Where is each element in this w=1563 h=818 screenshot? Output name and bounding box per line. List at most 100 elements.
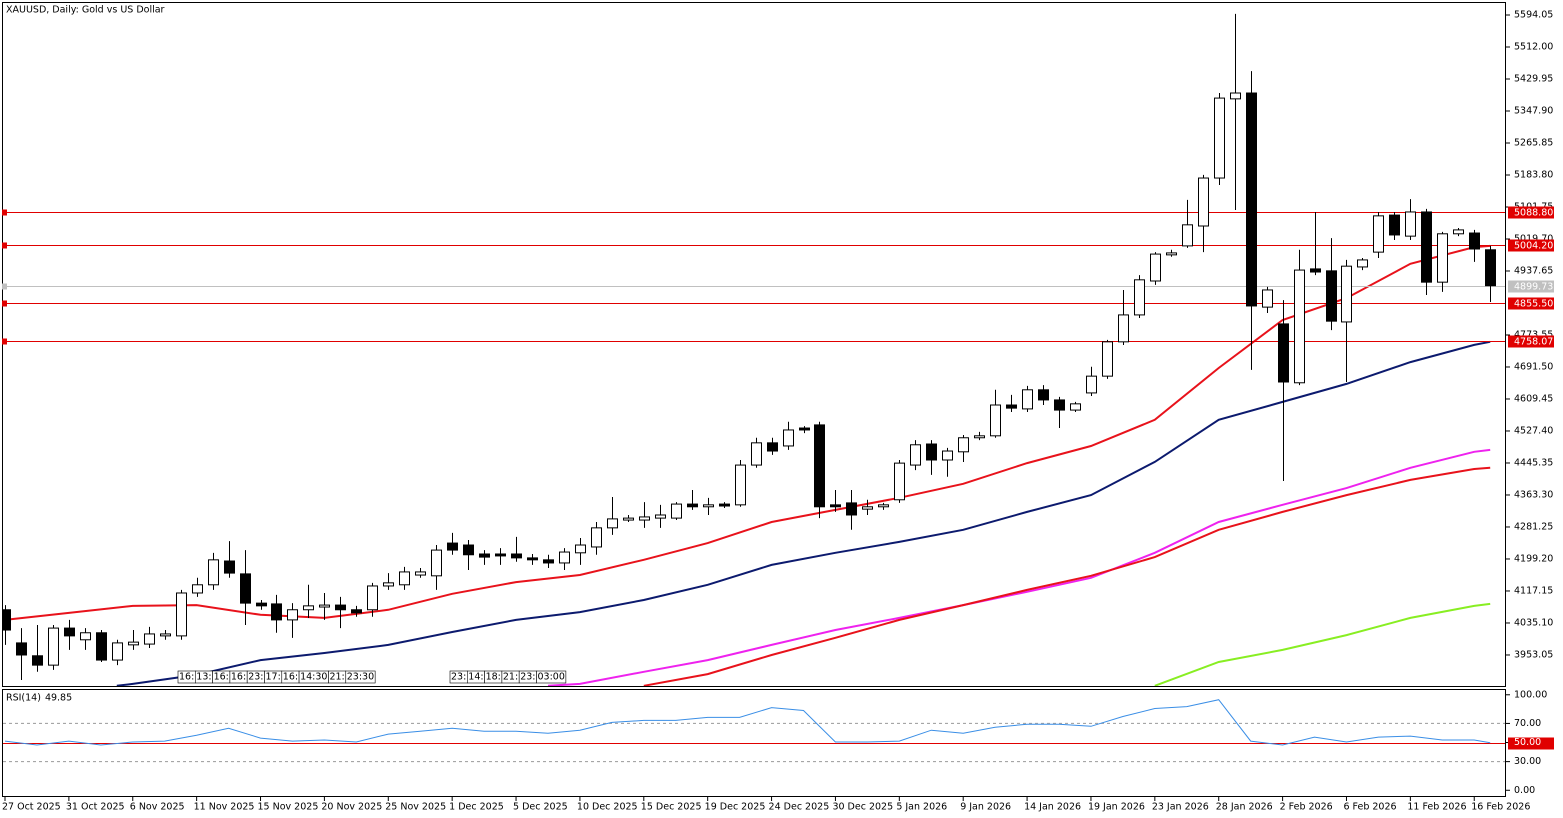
candle-body [16,642,27,656]
x-tick-label: 11 Feb 2026 [1407,802,1466,813]
candle-body [1294,269,1305,384]
candle-body [894,462,905,501]
candle-body [735,464,746,506]
moving-average [547,448,1491,686]
candle-body [751,442,762,466]
candle-body [910,444,921,466]
x-tick-label: 5 Dec 2025 [513,802,568,813]
candle-body [335,604,346,611]
moving-average [116,340,1491,686]
y-tick-label: 4773.55 [1514,329,1553,340]
candle-body [990,404,1001,437]
y-tick-label: 4691.50 [1514,361,1553,372]
session-box [345,670,376,684]
candle-body [447,542,458,551]
candle-body [671,503,682,519]
candle-body [192,584,203,594]
level-label: 4899.73 [1514,282,1553,293]
session-label: 18: [486,672,501,683]
y-tick-label: 4937.65 [1514,265,1553,276]
candle-body [862,506,873,510]
level-marker [2,242,7,249]
candle-body [1166,252,1177,256]
candle-body [1246,92,1257,307]
candle-body [1054,399,1065,411]
level-box [1508,239,1554,252]
y-tick-label: 5594.05 [1514,9,1553,20]
candle-body [463,544,474,556]
session-label: 16: [231,672,246,683]
candle-body [783,429,794,447]
candle-body [32,655,43,666]
x-tick-label: 15 Dec 2025 [641,802,702,813]
x-tick-label: 16 Feb 2026 [1471,802,1530,813]
session-label: 23:30 [347,672,374,683]
y-tick-label: 4281.25 [1514,521,1553,532]
candle-body [1150,253,1161,282]
x-tick-label: 11 Nov 2025 [194,802,255,813]
candle-body [878,504,889,508]
x-tick-label: 27 Oct 2025 [2,802,61,813]
candle-body [303,605,314,611]
x-tick-label: 2 Feb 2026 [1280,802,1333,813]
candle-body [1102,341,1113,377]
level-label: 5004.20 [1514,241,1553,252]
rsi-tick-label: 0.00 [1514,785,1535,796]
x-tick-label: 9 Jan 2026 [960,802,1011,813]
session-label: 03:00 [537,672,564,683]
rsi-line [4,699,1491,746]
session-label: 17: [265,672,280,683]
x-tick-label: 6 Feb 2026 [1343,802,1396,813]
candle-body [1134,279,1145,316]
level-marker [2,209,7,216]
axes: 5594.05 5512.00 5429.95 5347.90 5265.85 5183.… [2,9,1554,813]
candle-body [543,559,554,564]
candle-body [399,571,410,586]
x-tick-label: 23 Jan 2026 [1152,802,1209,813]
candle-body [1485,249,1496,287]
y-tick-label: 5183.80 [1514,169,1553,180]
x-tick-label: 19 Jan 2026 [1088,802,1145,813]
y-tick-label: 4117.15 [1514,585,1553,596]
candle-body [1038,389,1049,401]
candle-body [351,609,362,614]
x-tick-label: 24 Dec 2025 [769,802,830,813]
candle-body [48,627,59,666]
level-label: 4758.07 [1514,337,1553,348]
candle-body [224,560,235,574]
candle-body [1230,92,1241,100]
candle-body [559,551,570,564]
y-tick-label: 5019.70 [1514,233,1553,244]
candle-body [495,553,506,557]
x-tick-label: 30 Dec 2025 [832,802,893,813]
candle-body [1469,232,1480,250]
rsi-tick-label: 50.00 [1514,737,1541,748]
candle-body [926,443,937,461]
session-label: 16: [179,672,194,683]
rsi-tick-label: 30.00 [1514,756,1541,767]
candle-body [1070,403,1081,411]
level-box [1508,335,1554,348]
rsi-plot [3,699,1505,763]
candle-body [1373,215,1384,253]
candle-body [1262,289,1273,308]
y-tick-label: 3953.05 [1514,649,1553,660]
candle-body [703,504,714,508]
candle-body [607,518,618,529]
session-label: 16: [283,672,298,683]
x-tick-label: 5 Jan 2026 [896,802,947,813]
candle-body [1278,323,1289,383]
level-label: 5088.80 [1514,208,1553,219]
candle-body [240,573,251,604]
candle-body [719,503,730,507]
x-tick-label: 1 Dec 2025 [449,802,504,813]
session-label: 16: [214,672,229,683]
candle-body [367,585,378,611]
candle-body [176,592,187,637]
y-tick-label: 5512.00 [1514,41,1553,52]
candle-body [1421,211,1432,283]
candle-body [1198,177,1209,227]
candle-body [846,502,857,516]
candle-body [767,442,778,452]
